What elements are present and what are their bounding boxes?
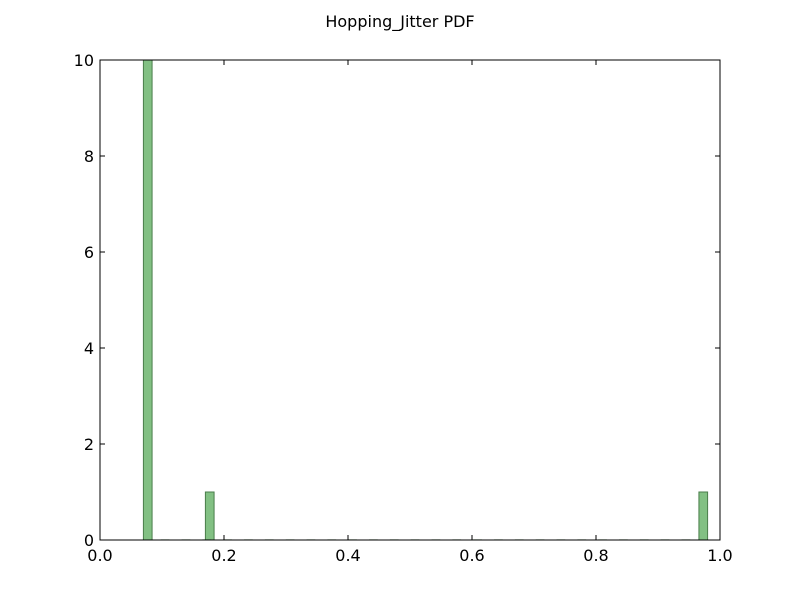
x-axis: 0.0 0.2 0.4 0.6 0.8 1.0 — [87, 60, 733, 565]
y-tick-label-4: 8 — [84, 147, 94, 166]
histogram-bar-2 — [204, 491, 215, 541]
x-tick-label-0: 0.0 — [87, 546, 112, 565]
y-axis: 0 2 4 6 8 10 — [74, 51, 720, 550]
y-tick-label-2: 4 — [84, 339, 94, 358]
histogram-bar-1 — [142, 59, 153, 541]
x-tick-label-2: 0.4 — [335, 546, 360, 565]
histogram-bars — [142, 59, 709, 541]
x-tick-label-3: 0.6 — [459, 546, 484, 565]
x-tick-label-1: 0.2 — [211, 546, 236, 565]
plot-frame — [99, 59, 721, 541]
x-tick-label-4: 0.8 — [583, 546, 608, 565]
y-tick-label-3: 6 — [84, 243, 94, 262]
x-tick-label-5: 1.0 — [707, 546, 732, 565]
y-tick-label-1: 2 — [84, 435, 94, 454]
histogram-bar-3 — [698, 491, 709, 541]
y-tick-label-0: 0 — [84, 531, 94, 550]
y-tick-label-5: 10 — [74, 51, 94, 70]
chart-title: Hopping_Jitter PDF — [325, 12, 474, 32]
